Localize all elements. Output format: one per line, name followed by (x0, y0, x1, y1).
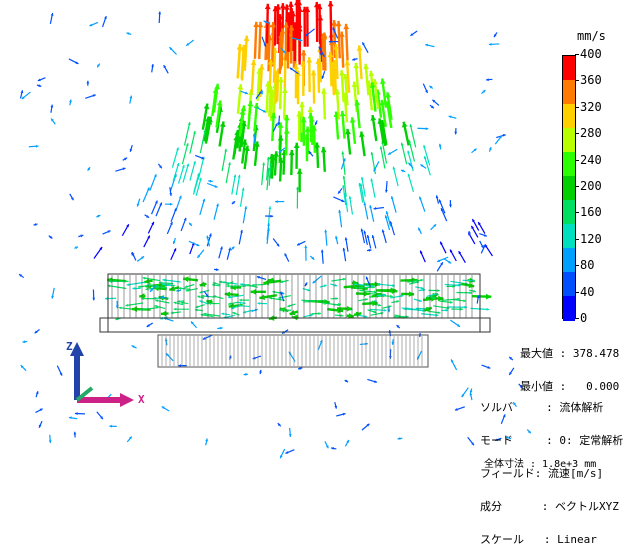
axis-x-label: X (138, 393, 145, 406)
mode-value: 0: 定常解析 (559, 434, 623, 447)
legend-tick-label: 0 (580, 311, 587, 325)
legend-color-band (563, 272, 575, 297)
legend-color-band (563, 176, 575, 201)
mode-label: モード (480, 434, 513, 447)
legend-tick-label: 160 (580, 205, 602, 219)
component-label: 成分 (480, 500, 502, 513)
scale-value: Linear (557, 533, 597, 546)
component-value: ベクトルXYZ (555, 500, 619, 513)
overall-size: 全体寸法 : 1.8e+3 mm (484, 455, 596, 470)
legend-tick-label: 400 (580, 47, 602, 61)
legend-color-band (563, 104, 575, 129)
legend-tick-label: 320 (580, 100, 602, 114)
scale-label: スケール (480, 533, 524, 546)
legend-tick-label: 360 (580, 73, 602, 87)
legend-color-band (563, 224, 575, 249)
legend-tick-label: 40 (580, 285, 594, 299)
velocity-vectors (19, 0, 531, 458)
max-value: 378.478 (573, 347, 619, 360)
axis-z-label: Z (66, 340, 73, 353)
legend-color-band (563, 296, 575, 321)
legend-color-bar (562, 55, 576, 319)
legend-tick-label: 280 (580, 126, 602, 140)
legend-color-band (563, 80, 575, 105)
legend-color-band (563, 200, 575, 225)
legend-tick-label: 240 (580, 153, 602, 167)
axis-triad-icon (70, 342, 134, 407)
legend-tick-label: 120 (580, 232, 602, 246)
legend-color-band (563, 152, 575, 177)
legend-color-band (563, 248, 575, 273)
legend-tick-label: 200 (580, 179, 602, 193)
solver-label: ソルバ (480, 401, 513, 414)
legend-color-band (563, 128, 575, 153)
legend-color-band (563, 56, 575, 81)
max-label: 最大値 (520, 347, 553, 360)
legend-tick-label: 80 (580, 258, 594, 272)
solver-value: 流体解析 (559, 401, 603, 414)
legend-unit: mm/s (577, 29, 606, 43)
